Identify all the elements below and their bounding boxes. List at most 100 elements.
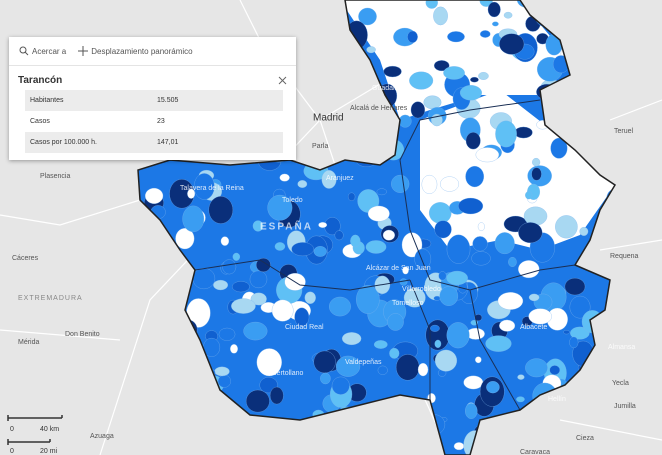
municipality <box>250 292 267 306</box>
municipality <box>144 377 153 388</box>
municipality <box>481 426 504 444</box>
municipality <box>475 356 482 364</box>
municipality <box>495 120 517 148</box>
municipality <box>243 321 268 341</box>
province-borders <box>194 99 576 411</box>
municipality <box>459 85 482 101</box>
municipality <box>192 268 216 290</box>
municipality <box>377 365 388 375</box>
place-label: Talavera de la Reina <box>180 185 244 192</box>
municipality <box>614 447 615 455</box>
municipality <box>403 287 426 308</box>
attribute-row: Casos por 100.000 h. 147,01 <box>25 132 283 153</box>
municipality <box>465 165 484 188</box>
close-button[interactable] <box>278 76 287 85</box>
municipality <box>337 80 357 102</box>
municipality <box>317 54 344 80</box>
municipality <box>478 72 489 80</box>
municipality <box>325 424 349 453</box>
municipality <box>387 313 404 331</box>
municipality <box>138 447 146 455</box>
municipality <box>182 205 205 233</box>
municipality <box>479 30 491 38</box>
municipality <box>595 159 606 172</box>
municipality <box>602 37 609 45</box>
municipality <box>370 424 392 441</box>
scale-mi: 20 mi <box>40 448 58 455</box>
municipality <box>183 369 193 378</box>
pan-button[interactable]: Desplazamiento panorámico <box>78 46 193 56</box>
attribute-name: Habitantes <box>25 90 152 111</box>
municipality <box>410 101 425 119</box>
municipality <box>321 170 337 189</box>
place-label: Guadalajara <box>372 85 410 92</box>
municipality <box>401 232 423 258</box>
tool-label: Desplazamiento panorámico <box>91 46 193 56</box>
place-label: Valdepeñas <box>345 359 382 366</box>
municipality <box>433 6 448 26</box>
place-label: Caravaca <box>520 449 550 455</box>
place-label: Requena <box>610 253 639 260</box>
municipality <box>580 252 600 268</box>
municipality <box>272 449 280 455</box>
municipality <box>148 0 172 9</box>
municipality <box>409 71 434 90</box>
municipality <box>588 392 613 409</box>
municipality <box>138 249 158 277</box>
municipality <box>573 78 597 96</box>
attribute-name: Casos por 100.000 h. <box>25 132 152 153</box>
municipality <box>516 396 525 403</box>
municipality <box>138 275 142 286</box>
municipality <box>443 66 465 80</box>
municipality <box>175 228 195 250</box>
municipality <box>138 22 150 35</box>
municipality <box>366 46 376 54</box>
municipality <box>332 25 351 49</box>
municipality <box>318 82 333 98</box>
municipality <box>597 64 615 76</box>
municipality <box>172 283 187 294</box>
municipality <box>486 381 500 394</box>
place-label: Albacete <box>520 324 547 331</box>
municipality <box>297 180 308 188</box>
municipality <box>301 153 312 161</box>
municipality <box>585 22 597 32</box>
municipality <box>230 344 238 354</box>
scale-zero: 0 <box>10 426 14 433</box>
municipality <box>382 139 405 161</box>
municipality <box>231 298 256 314</box>
municipality <box>548 93 559 106</box>
municipality <box>318 222 328 228</box>
municipality <box>427 393 436 404</box>
municipality <box>200 396 223 422</box>
zoom-to-button[interactable]: Acercar a <box>19 46 66 56</box>
municipality <box>356 285 380 314</box>
popup: Acercar a Desplazamiento panorámico Tara… <box>9 37 296 160</box>
municipality <box>499 33 525 55</box>
municipality <box>593 390 615 416</box>
municipality <box>320 372 331 385</box>
municipality <box>294 307 310 327</box>
municipality <box>138 335 157 358</box>
municipality <box>220 236 230 246</box>
municipality <box>198 442 220 455</box>
place-label: Jumilla <box>614 403 636 410</box>
municipality <box>545 33 563 56</box>
municipality <box>528 410 536 419</box>
municipality <box>222 259 237 275</box>
place-label: Azuaga <box>90 433 114 440</box>
municipality <box>334 44 358 74</box>
municipality <box>157 321 177 341</box>
municipality <box>570 326 590 340</box>
municipality <box>376 188 387 196</box>
municipality <box>301 48 312 55</box>
scale-bar: 0 40 km 0 20 mi <box>7 415 63 455</box>
municipality <box>599 441 609 450</box>
municipality <box>514 126 533 139</box>
municipality <box>273 432 300 455</box>
municipality <box>391 174 410 193</box>
municipality <box>606 149 615 156</box>
municipality <box>232 281 250 293</box>
